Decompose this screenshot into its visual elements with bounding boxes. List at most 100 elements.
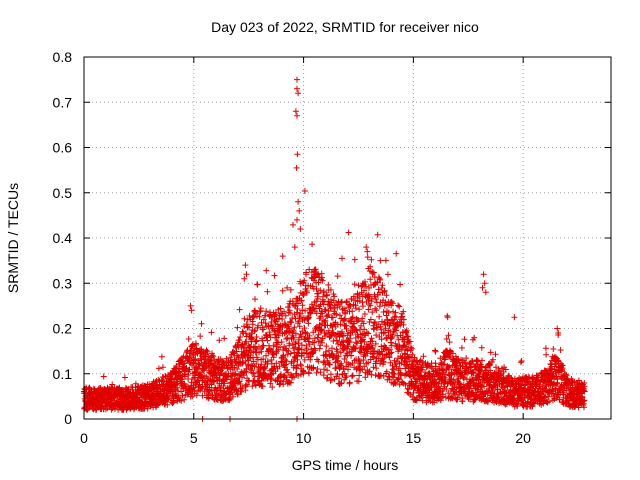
data-point [221,335,228,342]
data-point [291,324,298,331]
data-point [275,332,282,339]
data-point [319,310,326,317]
data-point [351,256,358,263]
data-point [253,360,260,367]
data-point [282,356,289,363]
data-point [273,309,279,316]
data-point [205,353,212,360]
chart-title: Day 023 of 2022, SRMTID for receiver nic… [211,19,479,35]
x-tick-label: 0 [80,430,88,446]
data-point [268,319,275,325]
data-point [296,207,303,214]
data-point [294,112,300,119]
data-point [444,314,451,321]
data-point [295,198,302,205]
data-point [368,335,375,342]
data-point [260,326,267,333]
data-point [291,374,297,381]
data-point [195,360,202,367]
y-axis-label: SRMTID / TECUs [5,183,21,293]
data-point [306,266,313,273]
data-point [303,289,310,296]
data-point [237,334,244,340]
data-point [349,373,355,380]
data-point [267,334,274,341]
data-point [349,372,356,379]
data-point [181,360,188,367]
data-point [260,342,267,349]
data-point [360,303,366,310]
y-tick-label: 0.3 [53,275,73,291]
data-point [312,347,319,354]
data-point [323,343,330,350]
data-point [480,271,487,278]
data-point [244,323,251,330]
data-point [239,360,246,367]
data-point [345,229,352,236]
data-point [550,346,557,352]
data-point [346,379,353,386]
data-point [294,216,300,223]
data-point [229,393,236,400]
data-point [278,339,285,345]
data-point [287,286,294,293]
data-point [315,331,322,338]
data-point [320,288,327,295]
data-point [279,316,286,322]
data-point [305,320,312,327]
data-point [188,348,194,355]
data-point [285,304,292,311]
data-point [251,328,258,335]
data-point [102,406,109,413]
data-point [301,188,308,194]
data-point [290,221,296,228]
data-point [306,332,313,339]
data-point [111,405,118,412]
data-point [317,313,324,320]
data-point [334,273,341,280]
data-point [226,397,233,404]
data-point [356,306,363,313]
data-point [284,366,291,373]
data-point [291,244,298,251]
data-point [256,308,263,315]
data-point [370,269,377,276]
data-point [543,351,550,358]
data-point [270,342,277,349]
data-point [255,322,262,329]
data-point [220,359,227,366]
data-point [393,250,400,257]
data-point [234,324,241,331]
data-point [328,322,335,329]
data-point [236,306,243,313]
data-point [208,358,215,365]
data-point [277,305,284,312]
data-point [286,340,293,347]
data-point [295,372,302,379]
data-point [155,376,162,383]
data-point [309,241,316,248]
data-point [375,286,382,293]
data-point [376,313,383,320]
data-point [374,231,381,238]
data-point [268,376,275,383]
data-point [384,271,391,278]
data-point [279,253,286,260]
data-point [227,379,234,386]
data-point [257,305,264,312]
data-point [295,90,302,97]
data-point [185,336,192,342]
data-point [264,337,271,344]
data-point [282,312,289,319]
data-point [333,338,340,344]
data-point [284,351,291,358]
data-point [243,339,250,345]
data-point [309,304,316,311]
data-point [303,345,310,352]
data-point [364,248,371,255]
data-point [244,381,251,388]
data-point [292,108,299,115]
data-point [315,358,322,365]
data-point [249,383,256,390]
data-point [304,350,310,357]
